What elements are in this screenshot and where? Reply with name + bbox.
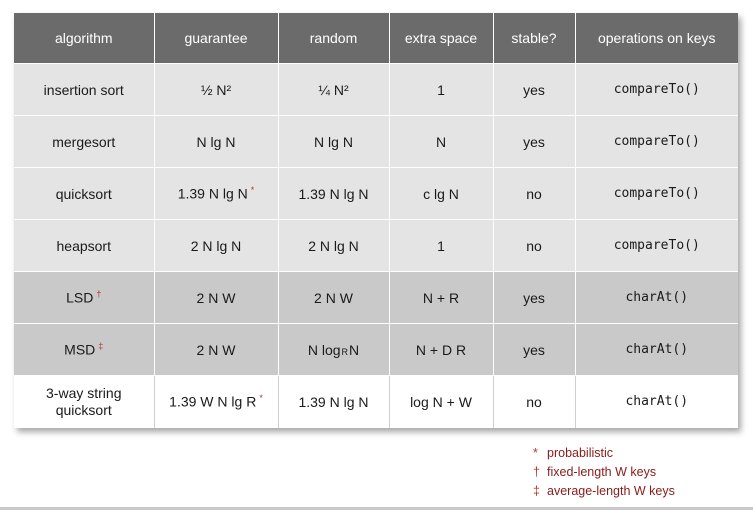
cell-operations: compareTo() <box>575 63 738 116</box>
header-random: random <box>278 13 390 64</box>
random-suffix: N <box>349 341 360 358</box>
algorithm-name: MSD <box>64 341 96 358</box>
cell-extra-space: c lg N <box>389 167 494 220</box>
footnote-legend: * probabilistic † fixed-length W keys ‡ ave… <box>533 444 675 501</box>
header-operations: operations on keys <box>575 13 738 64</box>
cell-algorithm: MSD ‡ <box>14 323 155 376</box>
table-row: quicksort 1.39 N lg N * 1.39 N lg N c lg … <box>14 167 738 220</box>
probabilistic-mark: * <box>250 185 255 196</box>
table-row: heapsort 2 N lg N 2 N lg N 1 no compareT… <box>14 219 738 272</box>
cell-stable: no <box>493 375 576 428</box>
cell-operations: compareTo() <box>575 219 738 272</box>
cell-guarantee: 2 N W <box>154 271 279 324</box>
cell-stable: yes <box>493 323 576 376</box>
legend-text: average-length W keys <box>547 484 675 498</box>
cell-algorithm: insertion sort <box>14 63 155 116</box>
table-row: LSD † 2 N W 2 N W N + R yes charAt() <box>14 271 738 324</box>
cell-operations: compareTo() <box>575 167 738 220</box>
cell-extra-space: 1 <box>389 219 494 272</box>
fixed-length-mark: † <box>96 289 102 300</box>
table-row: mergesort N lg N N lg N N yes compareTo(… <box>14 115 738 168</box>
algorithm-name: insertion sort <box>43 81 124 98</box>
cell-random: N logRN <box>278 323 390 376</box>
cell-stable: no <box>493 219 576 272</box>
cell-extra-space: N <box>389 115 494 168</box>
cell-stable: yes <box>493 115 576 168</box>
average-length-mark: ‡ <box>98 341 104 352</box>
header-extra-space: extra space <box>389 13 494 64</box>
cell-guarantee: 1.39 N lg N * <box>154 167 279 220</box>
cell-guarantee: 1.39 W N lg R * <box>154 375 279 428</box>
cell-stable: no <box>493 167 576 220</box>
algorithm-name: mergesort <box>52 133 116 150</box>
cell-operations: compareTo() <box>575 115 738 168</box>
cell-operations: charAt() <box>575 271 738 324</box>
cell-algorithm: mergesort <box>14 115 155 168</box>
cell-random: 1.39 N lg N <box>278 375 390 428</box>
algorithm-name: LSD <box>66 289 94 306</box>
random-prefix: N log <box>307 341 341 358</box>
guarantee-value: 1.39 N lg N <box>177 185 248 202</box>
header-stable: stable? <box>493 13 576 64</box>
cell-extra-space: N + D R <box>389 323 494 376</box>
dagger-symbol: † <box>533 465 540 479</box>
legend-item-probabilistic: * probabilistic <box>533 444 675 463</box>
legend-item-average-length: ‡ average-length W keys <box>533 482 675 501</box>
probabilistic-mark: * <box>259 393 263 404</box>
legend-text: probabilistic <box>547 446 614 460</box>
cell-random: N lg N <box>278 115 390 168</box>
cell-stable: yes <box>493 63 576 116</box>
algorithm-name: heapsort <box>56 237 111 254</box>
sorting-summary-table: algorithm guarantee random extra space s… <box>14 13 738 428</box>
cell-extra-space: N + R <box>389 271 494 324</box>
asterisk-symbol: * <box>533 446 538 460</box>
algorithm-name-line1: 3-way string <box>46 384 122 401</box>
cell-random: 2 N W <box>278 271 390 324</box>
sorting-summary-table-container: algorithm guarantee random extra space s… <box>14 13 738 428</box>
cell-random: 1.39 N lg N <box>278 167 390 220</box>
log-base-subscript: R <box>341 346 349 357</box>
cell-random: ¼ N² <box>278 63 390 116</box>
algorithm-name: quicksort <box>55 185 112 202</box>
legend-text: fixed-length W keys <box>547 465 657 479</box>
cell-extra-space: log N + W <box>389 375 494 428</box>
cell-algorithm: LSD † <box>14 271 155 324</box>
table-row: MSD ‡ 2 N W N logRN N + D R yes charAt() <box>14 323 738 376</box>
table-row: 3-way string quicksort 1.39 W N lg R * 1.3… <box>14 375 738 428</box>
cell-operations: charAt() <box>575 375 738 428</box>
legend-item-fixed-length: † fixed-length W keys <box>533 463 675 482</box>
cell-guarantee: 2 N W <box>154 323 279 376</box>
cell-algorithm: heapsort <box>14 219 155 272</box>
cell-algorithm: 3-way string quicksort <box>14 375 155 428</box>
cell-guarantee: N lg N <box>154 115 279 168</box>
cell-algorithm: quicksort <box>14 167 155 220</box>
cell-operations: charAt() <box>575 323 738 376</box>
cell-extra-space: 1 <box>389 63 494 116</box>
cell-guarantee: ½ N² <box>154 63 279 116</box>
guarantee-value: 1.39 W N lg R <box>169 394 257 411</box>
double-dagger-symbol: ‡ <box>533 484 540 498</box>
cell-random: 2 N lg N <box>278 219 390 272</box>
header-algorithm: algorithm <box>14 13 155 64</box>
algorithm-name-line2: quicksort <box>55 401 112 418</box>
cell-guarantee: 2 N lg N <box>154 219 279 272</box>
table-row: insertion sort ½ N² ¼ N² 1 yes compareTo… <box>14 63 738 116</box>
header-guarantee: guarantee <box>154 13 279 64</box>
cell-stable: yes <box>493 271 576 324</box>
bottom-divider <box>0 507 753 510</box>
table-header-row: algorithm guarantee random extra space s… <box>14 13 738 64</box>
